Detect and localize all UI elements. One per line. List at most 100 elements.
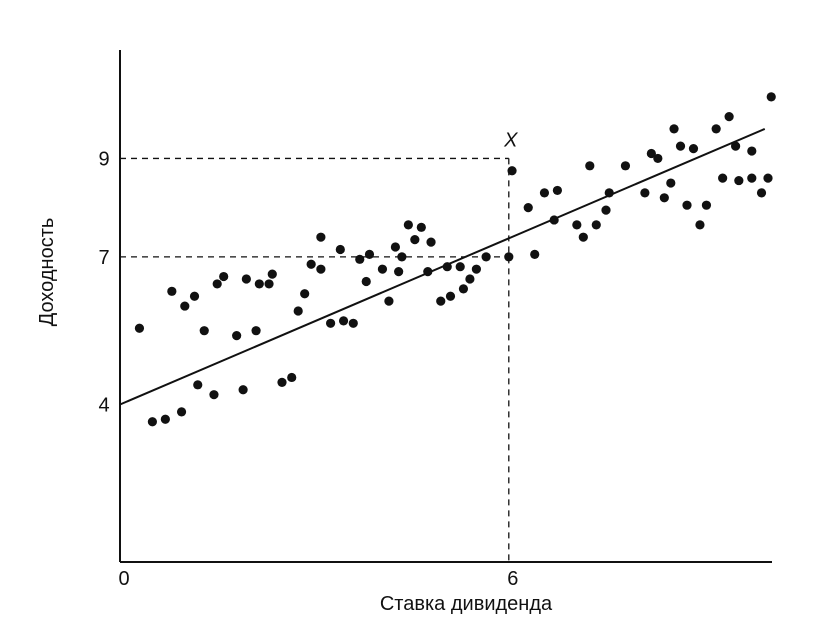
data-point: [338, 316, 349, 326]
data-point: [640, 188, 650, 198]
data-point: [585, 161, 595, 171]
data-point: [403, 220, 413, 230]
data-point: [455, 262, 465, 272]
data-point: [591, 220, 601, 230]
data-point: [504, 252, 514, 262]
data-point: [481, 252, 491, 262]
data-point: [756, 188, 767, 198]
data-point: [530, 249, 540, 260]
data-point: [695, 220, 705, 230]
data-point: [287, 372, 297, 383]
data-point: [604, 188, 614, 198]
axes: [119, 50, 772, 563]
data-point: [335, 244, 345, 255]
data-point: [160, 414, 170, 424]
data-point: [264, 279, 274, 289]
data-point: [277, 377, 287, 387]
x-tick-label: 0: [118, 568, 129, 590]
data-point: [180, 301, 190, 311]
data-point: [601, 205, 611, 215]
data-point: [507, 166, 517, 176]
data-point: [167, 286, 177, 296]
data-point: [426, 237, 436, 247]
data-point: [147, 417, 157, 427]
data-point: [300, 289, 310, 299]
data-point: [763, 173, 773, 183]
data-point: [688, 143, 699, 154]
data-point: [423, 267, 433, 277]
regression-line: [119, 127, 766, 406]
data-point: [539, 188, 550, 198]
data-point: [384, 296, 394, 306]
data-point: [682, 200, 692, 210]
data-point: [731, 141, 741, 151]
data-point: [669, 124, 679, 134]
reference-lines: [120, 157, 510, 562]
data-point: [620, 161, 631, 171]
data-point: [212, 279, 222, 289]
data-point: [666, 178, 676, 188]
data-point: [747, 146, 757, 156]
data-point: [766, 92, 776, 102]
data-point: [572, 220, 582, 230]
data-point: [306, 259, 316, 269]
data-point: [267, 269, 277, 279]
data-point: [232, 331, 242, 341]
data-point: [355, 254, 365, 264]
y-tick-labels: 4 7 9: [98, 148, 109, 416]
data-points: [134, 92, 776, 427]
x-tick-label: 6: [507, 568, 518, 590]
data-point: [377, 264, 388, 274]
data-point: [445, 291, 456, 301]
data-point: [578, 232, 588, 242]
data-point: [701, 200, 712, 210]
data-point: [219, 271, 229, 282]
annotation-label: X: [503, 129, 518, 151]
data-point: [458, 284, 469, 294]
data-point: [397, 252, 407, 262]
data-point: [747, 173, 757, 183]
data-point: [361, 276, 371, 287]
data-point: [523, 203, 533, 213]
data-point: [390, 242, 400, 252]
data-point: [416, 222, 426, 232]
data-point: [711, 124, 721, 134]
x-axis-title: Ставка дивиденда: [380, 593, 553, 615]
y-tick-label: 9: [98, 148, 109, 170]
data-point: [394, 267, 404, 277]
data-point: [410, 235, 420, 245]
data-point: [293, 306, 303, 316]
data-point: [199, 326, 209, 336]
data-point: [189, 291, 200, 301]
data-point: [241, 274, 251, 284]
y-tick-label: 4: [98, 395, 109, 417]
data-point: [659, 193, 669, 203]
y-tick-label: 7: [98, 247, 109, 269]
data-point: [316, 264, 326, 274]
data-point: [193, 380, 203, 390]
data-point: [176, 407, 187, 417]
data-point: [134, 323, 145, 333]
data-point: [348, 318, 358, 328]
data-point: [436, 296, 446, 306]
data-point: [209, 390, 219, 400]
data-point: [734, 175, 744, 186]
data-point: [251, 326, 261, 336]
data-point: [653, 153, 663, 164]
data-point: [724, 111, 734, 122]
data-point: [465, 274, 475, 284]
data-point: [326, 318, 336, 328]
data-point: [646, 148, 656, 159]
data-point: [718, 173, 728, 183]
data-point: [442, 262, 452, 272]
data-point: [552, 185, 563, 196]
data-point: [549, 215, 559, 225]
data-point: [364, 249, 375, 260]
y-axis-title: Доходность: [36, 218, 58, 327]
data-point: [316, 232, 326, 242]
data-point: [675, 141, 686, 151]
data-point: [238, 385, 248, 395]
data-point: [471, 264, 481, 274]
